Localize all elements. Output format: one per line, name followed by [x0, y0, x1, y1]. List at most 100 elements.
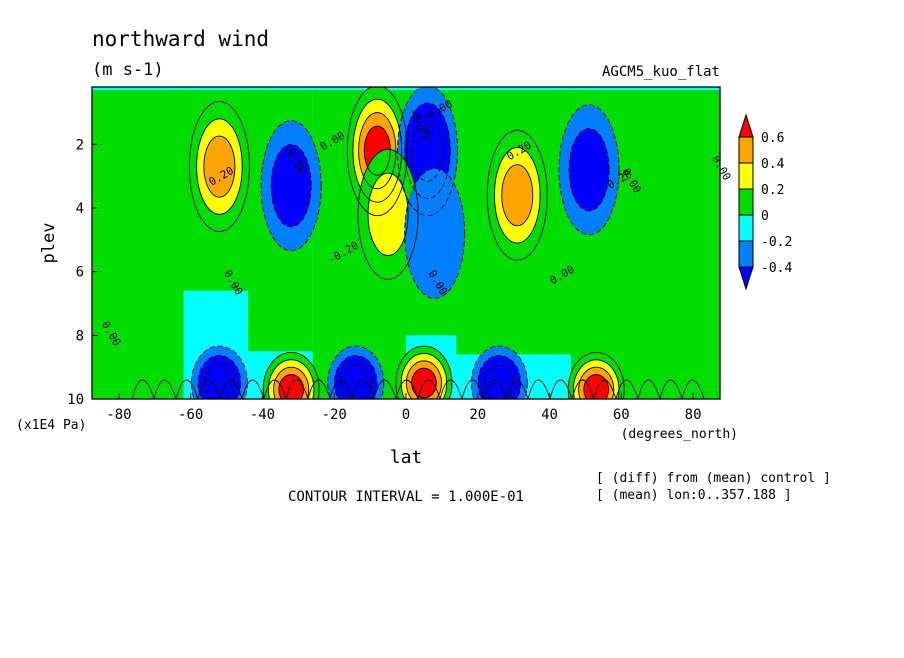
- colorbar-label: 0.4: [761, 157, 785, 172]
- contour-line: [260, 120, 322, 252]
- contour-line: [262, 352, 320, 399]
- contour-line: [197, 379, 221, 399]
- contour-region: [501, 164, 533, 226]
- x-tick-label: 60: [613, 407, 630, 423]
- contour-line: [404, 102, 451, 199]
- contour-region: [368, 173, 409, 256]
- x-tick-label: -80: [106, 407, 131, 423]
- contour-line: [352, 98, 403, 203]
- contour-line: [405, 360, 442, 399]
- contour-line: [439, 379, 463, 399]
- x-tick-label: 0: [402, 407, 410, 423]
- contour-line: [615, 379, 639, 399]
- contour-line: [270, 144, 312, 228]
- y-axis-label: plev: [39, 223, 59, 264]
- contour-region: [404, 168, 465, 299]
- contour-line: [527, 379, 551, 399]
- contour-line: [204, 364, 235, 399]
- contour-line: [461, 379, 485, 399]
- contour-line: [411, 119, 444, 182]
- contour-line: [285, 379, 309, 399]
- contour-line: [483, 379, 507, 399]
- contour-line: [188, 101, 250, 233]
- x-tick-label: -20: [322, 407, 347, 423]
- note-mean-lon: [ (mean) lon:0..357.188 ]: [596, 488, 792, 503]
- contour-line: [397, 87, 458, 217]
- contour-line: [267, 359, 315, 399]
- contour-line: [153, 379, 177, 399]
- x-tick-label: -60: [178, 407, 203, 423]
- contour-line: [568, 128, 610, 212]
- contour-line: [190, 345, 248, 399]
- x-axis-label: lat: [390, 447, 423, 468]
- contour-line: [484, 364, 515, 399]
- contour-line: [340, 364, 371, 399]
- x-tick-label: 20: [469, 407, 486, 423]
- contour-line: [131, 379, 155, 399]
- contour-line: [494, 147, 541, 244]
- y-tick-label: 6: [76, 265, 84, 281]
- contour-line: [203, 135, 236, 198]
- contour-line: [549, 379, 573, 399]
- contour-line: [395, 345, 453, 399]
- colorbar-cap-bottom: [738, 266, 754, 291]
- contour-line: [363, 125, 391, 176]
- contour-line: [505, 379, 529, 399]
- y-tick-label: 2: [76, 137, 84, 153]
- y-tick-label: 8: [76, 328, 84, 344]
- colorbar-segment: [738, 136, 754, 164]
- x-axis-units: (degrees_north): [621, 427, 738, 442]
- y-axis-units: (x1E4 Pa): [16, 418, 86, 433]
- note-diff: [ (diff) from (mean) control ]: [596, 471, 831, 486]
- contour-line: [404, 167, 466, 299]
- contour-line: [197, 355, 242, 399]
- colorbar-label: -0.4: [761, 261, 792, 276]
- contour-line: [357, 148, 419, 280]
- field-region: [92, 90, 184, 399]
- contour-line: [411, 367, 437, 399]
- contour-line: [583, 374, 609, 399]
- contour-line: [196, 118, 243, 215]
- contour-line: [558, 104, 620, 236]
- colorbar-label: -0.2: [761, 235, 792, 250]
- contour-line: [681, 379, 705, 399]
- colorbar-segment: [738, 240, 754, 268]
- contour-line: [400, 353, 448, 399]
- contour-line: [578, 366, 615, 399]
- chart-title: northward wind: [92, 27, 269, 51]
- x-tick-label: -40: [250, 407, 275, 423]
- contour-line: [659, 379, 683, 399]
- y-axis: 2 4 6 8 10: [67, 137, 98, 408]
- colorbar-segment: [738, 214, 754, 242]
- contour-region: [341, 364, 371, 399]
- contour-line: [367, 172, 409, 256]
- colorbar-segment: [738, 162, 754, 190]
- contour-region: [204, 364, 235, 399]
- x-tick-label: 80: [685, 407, 702, 423]
- chart-units: (m s-1): [92, 60, 164, 80]
- contour-region: [278, 374, 304, 399]
- contour-line: [329, 379, 353, 399]
- y-tick-label: 10: [67, 392, 84, 408]
- contour-line: [470, 345, 528, 399]
- contour-line: [417, 379, 441, 399]
- contour-interval-text: CONTOUR INTERVAL = 1.000E-01: [288, 489, 524, 505]
- colorbar-cap-top: [738, 113, 754, 138]
- contour-line: [501, 164, 534, 227]
- contour-line: [571, 379, 595, 399]
- plot-field: [92, 87, 720, 399]
- colorbar-label: 0.6: [761, 131, 784, 146]
- contour-line: [486, 129, 548, 261]
- colorbar-label: 0: [761, 209, 769, 224]
- contour-line: [333, 355, 378, 399]
- contour-line: [358, 112, 397, 190]
- model-label: AGCM5_kuo_flat: [602, 64, 720, 80]
- contour-line: [346, 87, 408, 217]
- colorbar: 0.6 0.4 0.2 0 -0.2 -0.4: [738, 113, 792, 291]
- y-tick-label: 4: [76, 201, 84, 217]
- colorbar-segment: [738, 188, 754, 216]
- contour-line: [351, 379, 375, 399]
- contour-line: [327, 345, 385, 399]
- colorbar-label: 0.2: [761, 183, 784, 198]
